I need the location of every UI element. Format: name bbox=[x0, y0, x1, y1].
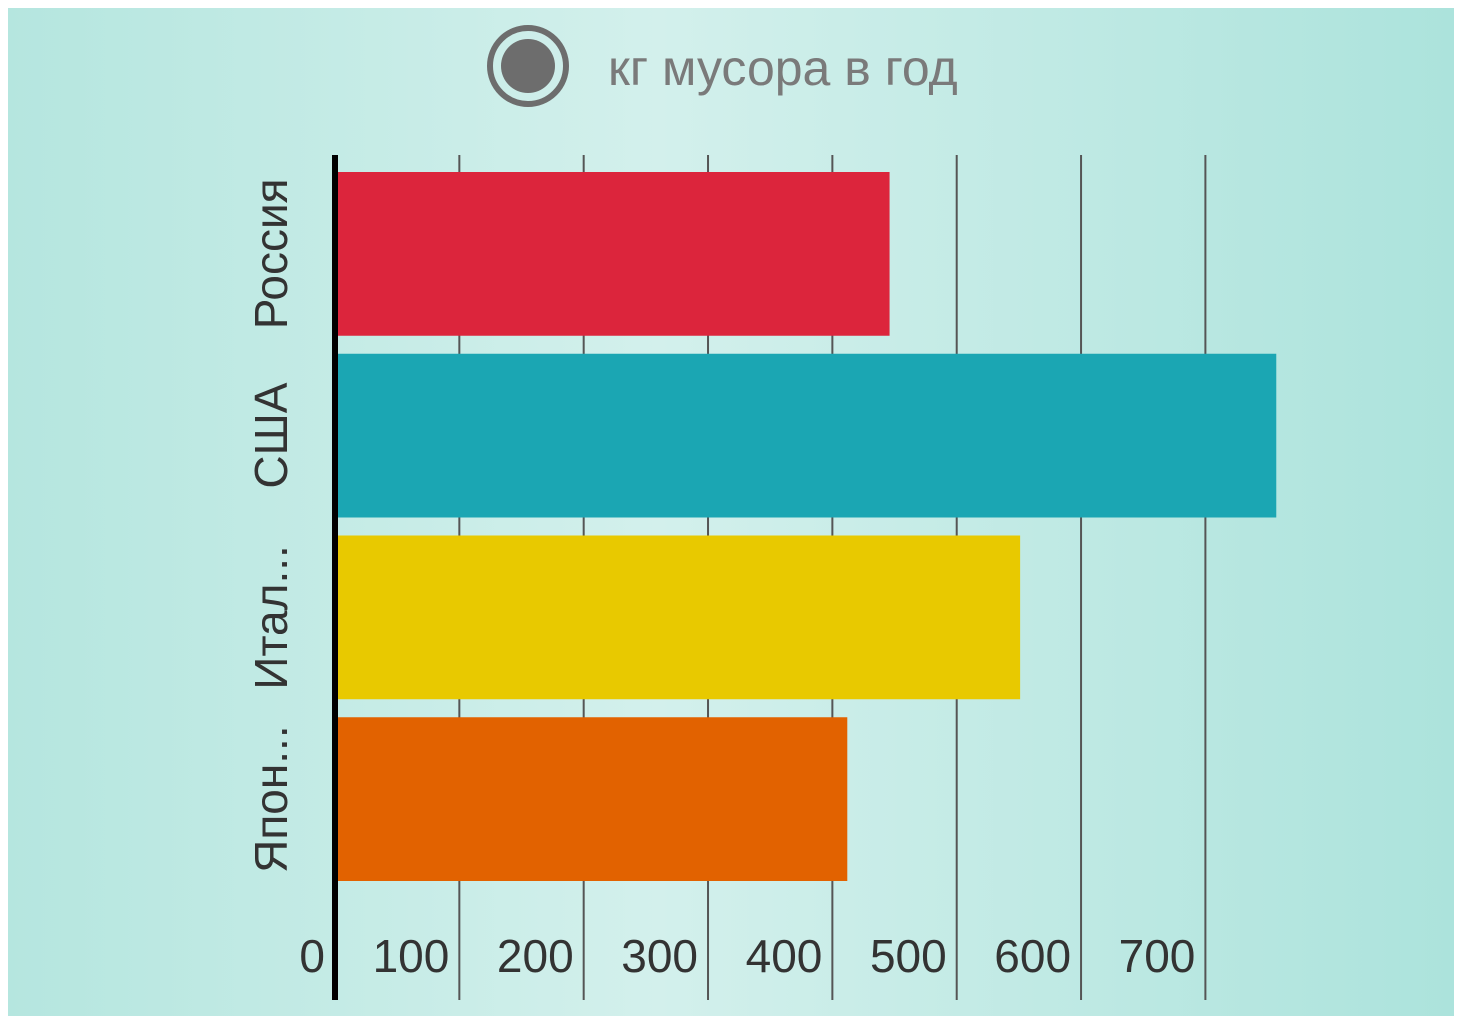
x-tick-label: 400 bbox=[746, 930, 823, 982]
y-tick-label: США bbox=[245, 382, 297, 488]
y-tick-label: Итал... bbox=[245, 545, 297, 689]
legend-ring bbox=[487, 25, 569, 107]
y-tick-label: Япон... bbox=[245, 725, 297, 872]
bar bbox=[335, 535, 1021, 700]
x-tick-label: 500 bbox=[870, 930, 947, 982]
x-tick-label: 200 bbox=[497, 930, 574, 982]
y-tick-label: Россия bbox=[245, 178, 297, 329]
bar bbox=[335, 717, 848, 881]
x-tick-label: 600 bbox=[994, 930, 1071, 982]
legend-marker bbox=[501, 39, 555, 93]
x-tick-label: 100 bbox=[373, 930, 450, 982]
x-tick-label: 700 bbox=[1119, 930, 1196, 982]
bar bbox=[335, 172, 890, 336]
x-tick-label: 300 bbox=[621, 930, 698, 982]
bar bbox=[335, 353, 1277, 518]
legend-label: кг мусора в год bbox=[608, 40, 958, 96]
x-tick-label: 0 bbox=[299, 930, 325, 982]
